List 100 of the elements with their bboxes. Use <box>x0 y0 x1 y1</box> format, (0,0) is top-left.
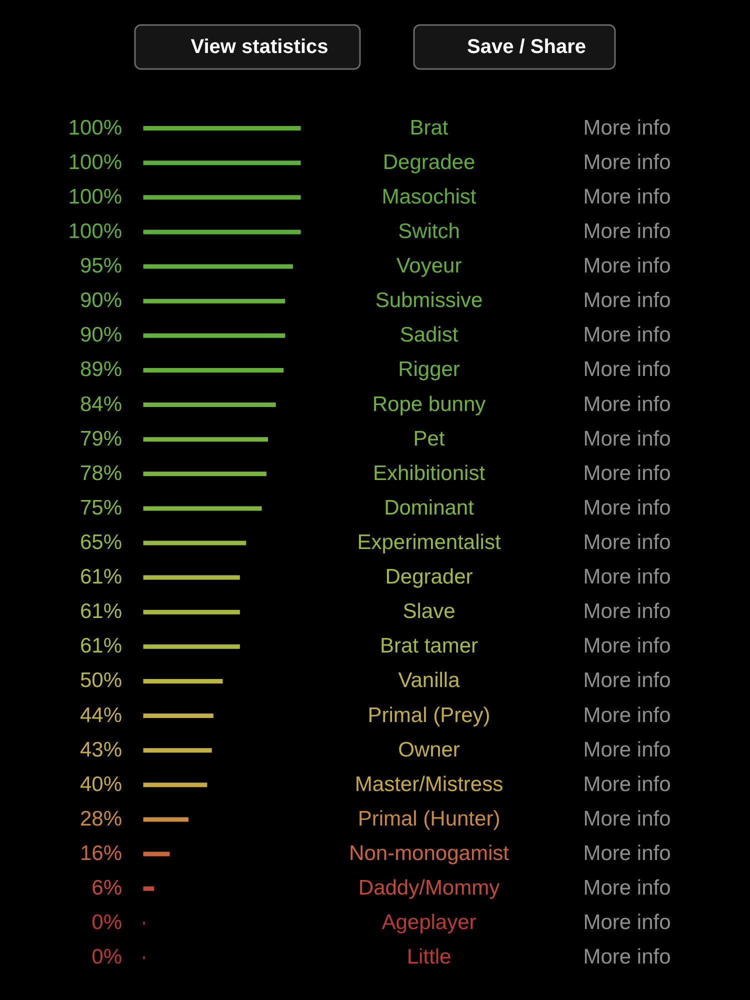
data-label: 61% <box>80 566 122 589</box>
text: More info <box>583 220 671 243</box>
bar <box>143 852 170 856</box>
data-label: 90% <box>80 324 122 347</box>
bar <box>143 714 214 718</box>
data-label: 65% <box>80 531 122 554</box>
data-label: 0% <box>92 911 122 934</box>
text: More info <box>583 704 671 727</box>
bar <box>143 195 301 200</box>
bar <box>143 402 276 408</box>
y-tick-label: Degrader <box>385 566 473 589</box>
y-tick-label: Rope bunny <box>372 392 486 416</box>
y-tick-label: Brat <box>410 116 448 140</box>
data-label: 43% <box>80 738 122 762</box>
data-label: 89% <box>80 358 122 382</box>
text: More info <box>583 496 671 520</box>
text: More info <box>583 116 671 140</box>
bar <box>143 886 154 891</box>
text: More info <box>583 462 671 485</box>
y-tick-label: Voyeur <box>396 254 462 278</box>
text: More info <box>583 358 671 382</box>
y-tick-label: Experimentalist <box>357 531 501 554</box>
text: More info <box>583 150 671 174</box>
y-tick-label: Slave <box>402 600 456 624</box>
y-tick-label: Owner <box>398 738 460 762</box>
text: More info <box>583 634 671 658</box>
bar <box>143 748 212 753</box>
data-label: 0% <box>92 946 122 969</box>
y-tick-label: Submissive <box>375 289 483 312</box>
text: More info <box>583 669 671 692</box>
text: More info <box>583 946 671 969</box>
bar <box>143 437 268 442</box>
data-label: 95% <box>80 254 122 278</box>
text: More info <box>583 254 671 278</box>
data-label: 90% <box>80 289 122 312</box>
bar <box>143 333 286 338</box>
data-label: 61% <box>80 634 122 658</box>
data-label: 28% <box>80 807 122 830</box>
data-label: 79% <box>80 427 122 450</box>
text: More info <box>583 531 671 554</box>
bar <box>143 368 284 372</box>
data-label: 6% <box>92 876 122 900</box>
data-label: 61% <box>80 600 122 624</box>
bar <box>143 678 223 684</box>
bar <box>143 298 286 304</box>
text: More info <box>583 772 671 796</box>
bar <box>143 472 266 476</box>
data-label: 78% <box>80 462 122 485</box>
y-tick-label: Switch <box>398 220 460 243</box>
y-tick-label: Degradee <box>382 150 476 174</box>
bar <box>143 506 262 511</box>
y-tick-label: Masochist <box>382 185 476 208</box>
text: More info <box>583 185 671 208</box>
text: More info <box>583 600 671 624</box>
y-tick-label: Daddy/Mommy <box>358 876 500 900</box>
text: More info <box>583 427 671 450</box>
text: More info <box>583 842 671 866</box>
y-tick-label: Vanilla <box>398 669 460 692</box>
text: Save / Share <box>467 36 586 58</box>
y-tick-label: Non-monogamist <box>349 842 510 866</box>
y-tick-label: Primal (Prey) <box>368 704 490 727</box>
bar <box>143 575 240 580</box>
text: More info <box>583 911 671 934</box>
text: More info <box>583 876 671 900</box>
y-tick-label: Brat tamer <box>380 634 478 658</box>
y-tick-label: Master/Mistress <box>354 772 504 796</box>
bar <box>143 160 301 166</box>
y-tick-label: Dominant <box>384 496 474 520</box>
data-label: 50% <box>80 669 122 692</box>
bar <box>143 126 301 131</box>
data-label: 84% <box>80 392 122 416</box>
data-label: 40% <box>80 772 122 796</box>
bar <box>143 540 246 546</box>
bar <box>143 610 240 614</box>
y-tick-label: Primal (Hunter) <box>358 807 500 830</box>
text: More info <box>583 289 671 312</box>
bar <box>143 264 293 269</box>
text: More info <box>583 392 671 416</box>
bar <box>143 782 208 788</box>
y-tick-label: Pet <box>413 427 445 450</box>
data-label: 100% <box>68 116 122 140</box>
text: More info <box>583 738 671 762</box>
bar <box>143 644 240 649</box>
data-label: 16% <box>80 842 122 866</box>
text: More info <box>583 807 671 830</box>
y-tick-label: Rigger <box>398 358 460 382</box>
y-tick-label: Sadist <box>400 324 458 347</box>
data-label: 100% <box>68 150 122 174</box>
data-label: 44% <box>80 704 122 727</box>
text: More info <box>583 324 671 347</box>
data-label: 100% <box>68 185 122 208</box>
y-tick-label: Little <box>406 946 452 969</box>
bar <box>143 817 188 822</box>
text: View statistics <box>190 36 328 58</box>
data-label: 100% <box>68 220 122 243</box>
data-label: 75% <box>80 496 122 520</box>
y-tick-label: Ageplayer <box>382 911 476 934</box>
bar <box>143 230 301 234</box>
text: More info <box>583 566 671 589</box>
y-tick-label: Exhibitionist <box>372 462 486 485</box>
